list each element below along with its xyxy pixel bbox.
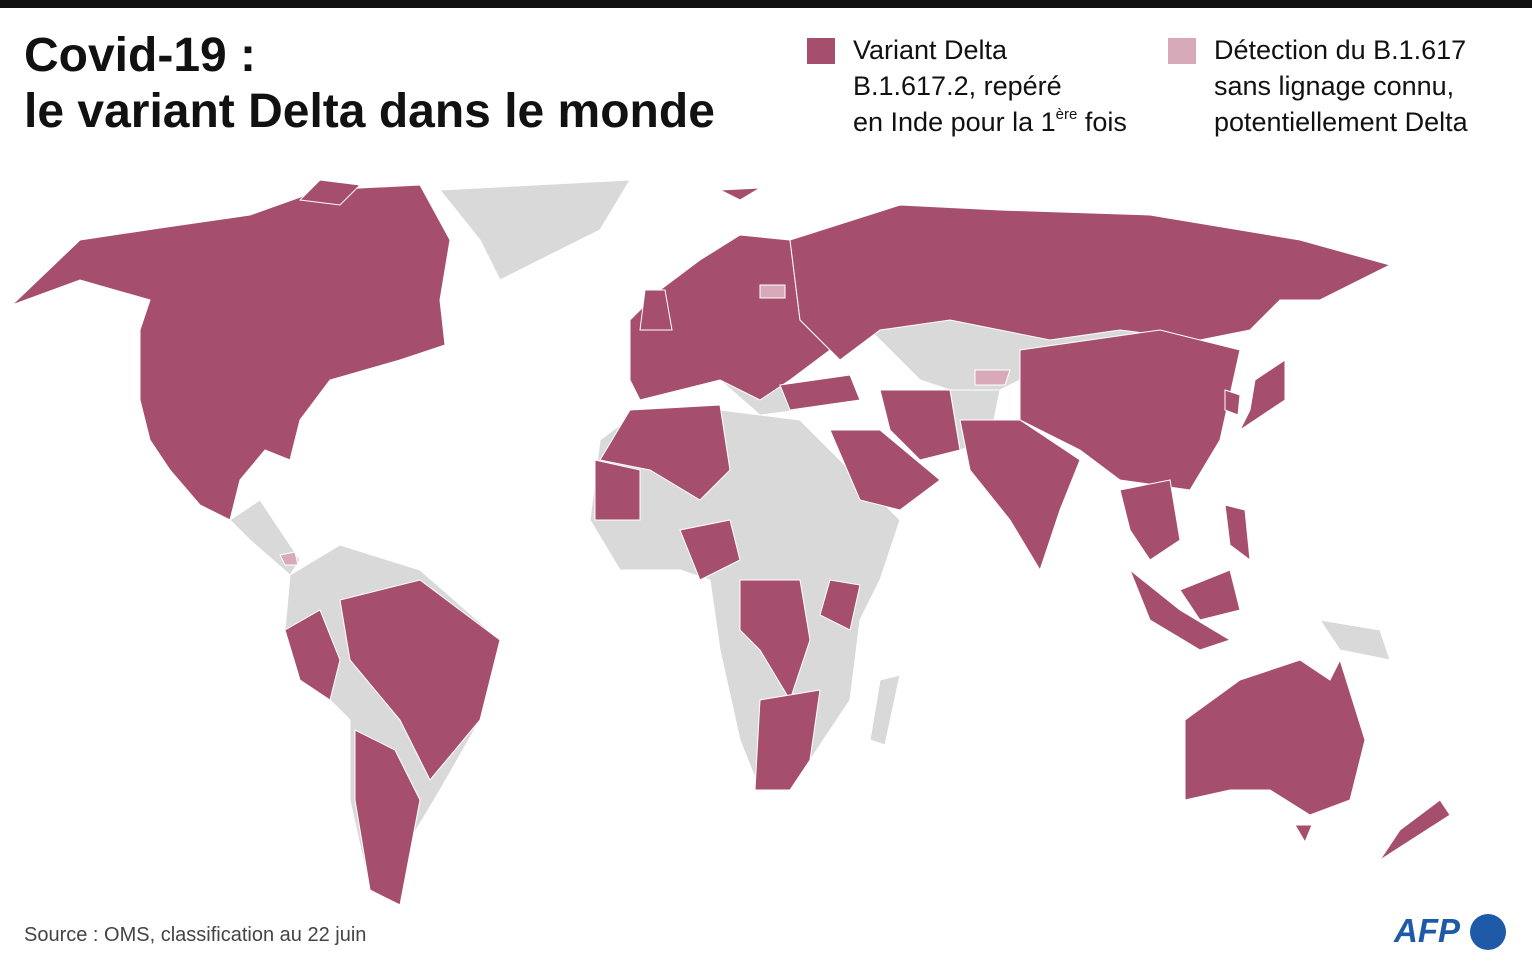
legend-text: en Inde pour la 1 <box>853 107 1056 137</box>
legend-label: B.1.617.2, repéré <box>853 71 1062 101</box>
legend-text: fois <box>1077 107 1127 137</box>
country <box>1318 619 1391 661</box>
source: Source : OMS, classification au 22 juin <box>24 924 367 946</box>
probable-countries <box>279 284 1011 566</box>
country <box>779 374 861 411</box>
top-bar <box>0 0 1532 8</box>
title-line: Covid-19 : <box>24 29 257 82</box>
logo-dot <box>1470 914 1506 950</box>
country <box>819 579 861 631</box>
legend-label: Détection du B.1.617 <box>1214 35 1467 65</box>
country <box>599 404 731 501</box>
country <box>879 389 961 461</box>
country <box>1179 569 1241 621</box>
country <box>279 551 299 566</box>
country <box>1224 389 1241 416</box>
country <box>679 519 741 581</box>
legend-swatch <box>807 38 835 64</box>
country <box>754 689 821 791</box>
superscript: ère <box>1055 106 1078 123</box>
country <box>829 429 941 511</box>
legend-label: sans lignage connu, <box>1214 71 1455 101</box>
country <box>1184 658 1366 816</box>
country <box>1119 479 1181 561</box>
country <box>759 284 786 299</box>
legend-swatch <box>1168 38 1196 64</box>
country <box>789 204 1392 361</box>
title-line: le variant Delta dans le monde <box>24 85 715 138</box>
legend-item: Variant Delta B.1.617.2, repéré en Inde … <box>807 32 1127 140</box>
legend-label: Variant Delta <box>853 35 1008 65</box>
logo: AFP <box>1394 912 1460 949</box>
country <box>1294 824 1313 844</box>
country <box>869 674 901 746</box>
country <box>439 179 631 281</box>
legend-item: Détection du B.1.617 sans lignage connu,… <box>1168 32 1468 140</box>
country <box>629 234 831 401</box>
legend-label: potentiellement Delta <box>1214 107 1468 137</box>
country <box>284 609 341 701</box>
title: Covid-19 : le variant Delta dans le mond… <box>24 28 715 140</box>
country <box>594 459 641 521</box>
country <box>354 729 421 906</box>
country <box>959 419 1081 572</box>
country <box>11 184 451 521</box>
country <box>974 369 1011 386</box>
country <box>298 179 362 206</box>
country <box>1019 329 1241 491</box>
delta-countries <box>11 179 1451 906</box>
country <box>639 289 673 331</box>
country <box>1238 359 1286 432</box>
country <box>339 579 501 781</box>
legend-label: en Inde pour la 1ère fois <box>853 104 1127 140</box>
country <box>1224 504 1251 562</box>
country <box>718 187 761 201</box>
country <box>1379 799 1451 861</box>
country <box>1128 568 1232 651</box>
